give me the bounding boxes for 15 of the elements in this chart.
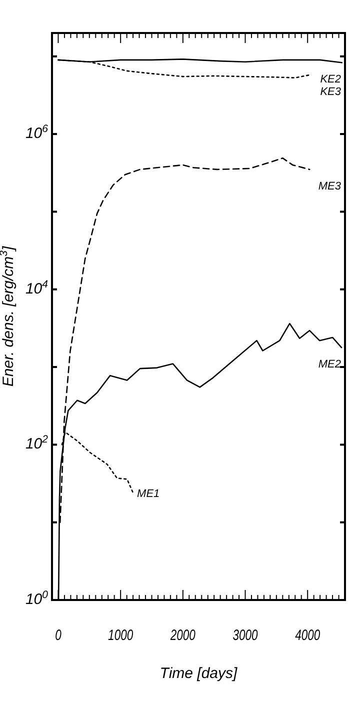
y-tick-label: 10$^{0}$ — [25, 589, 48, 608]
x-tick-label: 2000 — [170, 626, 196, 644]
y-tick-label: 10$^{4}$ — [25, 278, 48, 298]
y-tick-label: 10$^{6}$ — [25, 123, 48, 142]
series-label: KE3 — [320, 86, 342, 98]
legend-label: ME2 — [318, 358, 341, 371]
series-label: ME1 — [137, 488, 160, 500]
x-axis-title: Time [days] — [160, 665, 238, 682]
x-tick-label: 0 — [55, 626, 62, 644]
x-tick-label: 1000 — [108, 626, 134, 644]
series-label: ME3 — [318, 180, 342, 192]
series-label: KE2 — [320, 74, 341, 86]
y-tick-label: 10$^{2}$ — [25, 434, 48, 453]
x-tick-label: 3000 — [232, 626, 258, 644]
x-tick-label: 4000 — [295, 626, 321, 644]
